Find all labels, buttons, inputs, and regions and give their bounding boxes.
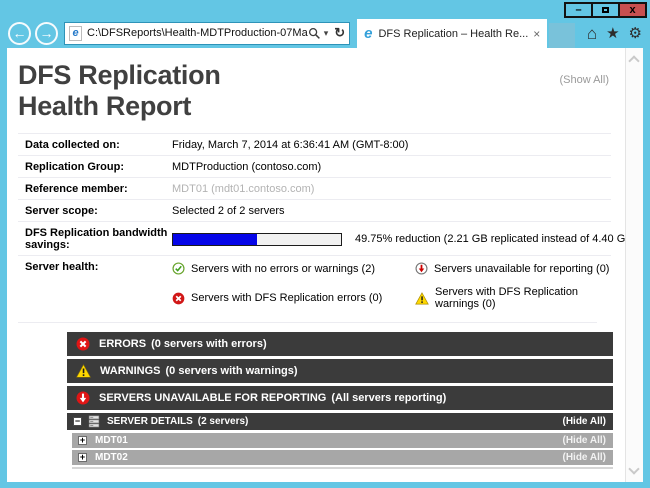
close-button[interactable]: x <box>618 2 647 18</box>
minimize-button[interactable]: – <box>564 2 593 18</box>
health-item-ok: Servers with no errors or warnings (2) <box>172 262 415 275</box>
section-server-details[interactable]: − SERVER DETAILS (2 servers) (Hide All) <box>67 413 613 430</box>
expand-icon[interactable]: + <box>78 453 87 462</box>
address-dropdown-icon[interactable]: ▾ <box>323 27 329 38</box>
unavailable-icon <box>76 391 90 405</box>
maximize-button[interactable] <box>591 2 620 18</box>
info-row-data-collected: Data collected on: Friday, March 7, 2014… <box>18 133 611 155</box>
bandwidth-progress-bar <box>172 232 342 246</box>
warning-icon <box>76 364 91 378</box>
bandwidth-text: 49.75% reduction (2.21 GB replicated ins… <box>355 233 625 245</box>
navigation-bar: ← → e C:\DFSReports\Health-MDTProduction… <box>0 18 650 48</box>
forward-button[interactable]: → <box>35 21 58 45</box>
data-collected-value: Friday, March 7, 2014 at 6:36:41 AM (GMT… <box>172 139 409 151</box>
warning-icon <box>415 291 429 304</box>
server-row-mdt01[interactable]: + MDT01 (Hide All) <box>72 433 613 448</box>
home-icon[interactable]: ⌂ <box>586 23 598 43</box>
info-row-server-scope: Server scope: Selected 2 of 2 servers <box>18 199 611 221</box>
address-bar[interactable]: e C:\DFSReports\Health-MDTProduction-07M… <box>64 21 351 45</box>
health-item-unavailable: Servers unavailable for reporting (0) <box>415 262 611 275</box>
forward-icon: → <box>39 25 54 41</box>
server-row-mdt02[interactable]: + MDT02 (Hide All) <box>72 450 613 465</box>
report-page: DFS Replication Health Report (Show All)… <box>7 48 625 482</box>
scroll-down-icon[interactable] <box>628 463 640 475</box>
info-row-server-health: Server health: Servers with no errors or… <box>18 255 611 322</box>
info-row-reference-member: Reference member: MDT01 (mdt01.contoso.c… <box>18 177 611 199</box>
hide-all-link[interactable]: (Hide All) <box>562 452 606 463</box>
health-item-warnings: Servers with DFS Replication warnings (0… <box>415 286 611 310</box>
ie-logo-icon: e <box>364 25 373 42</box>
error-icon <box>76 337 90 351</box>
url-text[interactable]: C:\DFSReports\Health-MDTProduction-07Ma <box>87 27 308 39</box>
new-tab-button[interactable] <box>549 23 576 48</box>
server-scope-value: Selected 2 of 2 servers <box>172 205 285 217</box>
browser-tab[interactable]: e DFS Replication – Health Re... × <box>357 19 548 48</box>
minimize-icon: – <box>575 3 582 16</box>
page-favicon: e <box>69 25 82 41</box>
scroll-up-icon[interactable] <box>628 55 640 67</box>
window-controls: – x <box>564 2 647 18</box>
unavailable-icon <box>415 262 428 275</box>
replication-group-value: MDTProduction (contoso.com) <box>172 161 322 173</box>
expand-icon[interactable]: + <box>78 436 87 445</box>
maximize-icon <box>602 7 609 13</box>
ok-icon <box>172 262 185 275</box>
bandwidth-progress-fill <box>173 233 257 245</box>
report-info-table: Data collected on: Friday, March 7, 2014… <box>18 133 625 323</box>
server-icon <box>88 415 100 428</box>
report-sections: ERRORS (0 servers with errors) WARNINGS … <box>67 332 613 469</box>
error-icon <box>172 292 185 304</box>
reference-member-value: MDT01 (mdt01.contoso.com) <box>172 183 315 195</box>
tab-close-icon[interactable]: × <box>533 26 541 41</box>
vertical-scrollbar[interactable] <box>625 48 643 482</box>
section-warnings[interactable]: WARNINGS (0 servers with warnings) <box>67 359 613 383</box>
health-item-errors: Servers with DFS Replication errors (0) <box>172 286 415 310</box>
info-row-replication-group: Replication Group: MDTProduction (contos… <box>18 155 611 177</box>
tab-title: DFS Replication – Health Re... <box>378 27 529 40</box>
search-icon[interactable] <box>308 27 321 40</box>
page-title: DFS Replication Health Report <box>18 60 221 121</box>
section-servers-unavailable[interactable]: SERVERS UNAVAILABLE FOR REPORTING (All s… <box>67 386 613 410</box>
favorites-star-icon[interactable]: ★ <box>606 24 620 42</box>
section-errors[interactable]: ERRORS (0 servers with errors) <box>67 332 613 356</box>
refresh-icon[interactable]: ↻ <box>334 25 346 40</box>
info-row-bandwidth: DFS Replication bandwidth savings: 49.75… <box>18 221 625 255</box>
back-icon: ← <box>12 25 27 41</box>
server-name: MDT01 <box>95 435 128 446</box>
settings-gear-icon[interactable]: ⚙ <box>628 24 642 42</box>
hide-all-link[interactable]: (Hide All) <box>562 435 606 446</box>
back-button[interactable]: ← <box>8 21 31 45</box>
collapse-icon[interactable]: − <box>73 417 82 426</box>
show-all-link[interactable]: (Show All) <box>559 74 609 86</box>
server-name: MDT02 <box>95 452 128 463</box>
close-icon: x <box>629 3 636 16</box>
hide-all-link[interactable]: (Hide All) <box>562 416 606 427</box>
browser-viewport: DFS Replication Health Report (Show All)… <box>7 48 643 482</box>
